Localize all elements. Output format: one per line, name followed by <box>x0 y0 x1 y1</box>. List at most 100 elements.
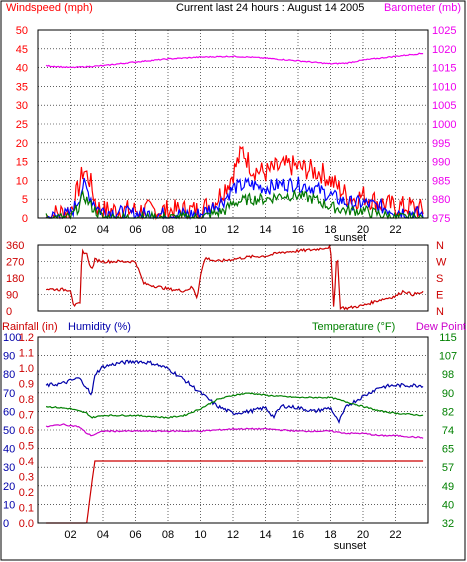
direction-y-tick-label: 90 <box>6 290 18 302</box>
barometer-y-tick-label: 1010 <box>432 81 456 93</box>
barometer-y-tick-label: 1025 <box>432 25 456 37</box>
temperature-y-tick-label: 115 <box>439 332 457 344</box>
wind-y-tick-label: 25 <box>16 119 28 131</box>
climate-x-tick-label: 06 <box>129 529 141 541</box>
rainfall-y-tick-label: 0.7 <box>19 410 34 422</box>
wind-series-barometer <box>46 53 423 67</box>
direction-y-tick-label: 180 <box>6 273 24 285</box>
wind-y-tick-label: 0 <box>22 213 28 225</box>
wind-y-tick-label: 45 <box>16 44 28 56</box>
compass-tick-label: E <box>436 290 443 302</box>
rainfall-y-tick-label: 0.3 <box>19 472 34 484</box>
temperature-y-tick-label: 90 <box>442 388 454 400</box>
direction-y-tick-label: 0 <box>6 306 12 318</box>
wind-y-tick-label: 30 <box>16 100 28 112</box>
compass-tick-label: N <box>436 306 444 318</box>
sunset-label: sunset <box>334 232 366 244</box>
compass-tick-label: W <box>436 257 447 269</box>
temperature-y-tick-label: 74 <box>442 425 454 437</box>
wind-y-tick-label: 35 <box>16 81 28 93</box>
climate-x-tick-label: 14 <box>259 529 271 541</box>
rainfall-y-tick-label: 0.6 <box>19 425 34 437</box>
wind-x-tick-label: 06 <box>129 224 141 236</box>
wind-x-tick-label: 12 <box>227 224 239 236</box>
climate-x-tick-label: 04 <box>97 529 109 541</box>
temperature-y-tick-label: 82 <box>442 406 454 418</box>
humidity-y-tick-label: 70 <box>3 388 15 400</box>
wind-series-wind_min <box>46 190 423 218</box>
wind-y-tick-label: 40 <box>16 63 28 75</box>
climate-x-tick-label: 12 <box>227 529 239 541</box>
barometer-y-tick-label: 995 <box>432 138 450 150</box>
temperature-y-tick-label: 49 <box>442 481 454 493</box>
temperature-y-tick-label: 32 <box>442 518 454 530</box>
temperature-y-tick-label: 65 <box>442 444 454 456</box>
wind-y-tick-label: 50 <box>16 25 28 37</box>
rainfall-y-tick-label: 1.0 <box>19 363 34 375</box>
barometer-y-tick-label: 1020 <box>432 44 456 56</box>
climate-series-rainfall <box>46 461 423 523</box>
humidity-y-tick-label: 0 <box>3 518 9 530</box>
wind-series-wind_avg <box>46 177 423 218</box>
climate-x-tick-label: 16 <box>292 529 304 541</box>
temperature-y-tick-label: 57 <box>442 462 454 474</box>
compass-tick-label: N <box>436 240 444 252</box>
wind-x-tick-label: 10 <box>194 224 206 236</box>
barometer-y-tick-label: 985 <box>432 175 450 187</box>
rainfall-y-tick-label: 0.8 <box>19 394 34 406</box>
temperature-y-tick-label: 107 <box>439 351 457 363</box>
direction-y-tick-label: 270 <box>6 257 24 269</box>
sunset-label: sunset <box>334 540 366 552</box>
rainfall-y-tick-label: 1.2 <box>19 332 34 344</box>
barometer-y-tick-label: 990 <box>432 157 450 169</box>
temperature-label: Temperature (°F) <box>312 321 395 333</box>
rainfall-y-tick-label: 1.1 <box>19 348 34 360</box>
temperature-y-tick-label: 40 <box>442 499 454 511</box>
humidity-y-tick-label: 10 <box>3 499 15 511</box>
rainfall-y-tick-label: 0.0 <box>19 518 34 530</box>
humidity-y-tick-label: 30 <box>3 462 15 474</box>
rainfall-y-tick-label: 0.9 <box>19 379 34 391</box>
climate-x-tick-label: 02 <box>64 529 76 541</box>
humidity-y-tick-label: 60 <box>3 406 15 418</box>
climate-series-humidity <box>46 360 423 422</box>
wind-panel-right-label: Barometer (mb) <box>384 2 461 14</box>
wind-x-tick-label: 16 <box>292 224 304 236</box>
rainfall-y-tick-label: 0.5 <box>19 441 34 453</box>
chart-title: Current last 24 hours : August 14 2005 <box>176 2 364 14</box>
wind-x-tick-label: 14 <box>259 224 271 236</box>
humidity-y-tick-label: 40 <box>3 444 15 456</box>
wind-y-tick-label: 15 <box>16 157 28 169</box>
rainfall-y-tick-label: 0.2 <box>19 487 34 499</box>
direction-series <box>46 246 423 309</box>
climate-x-tick-label: 22 <box>389 529 401 541</box>
wind-panel-left-label: Windspeed (mph) <box>6 2 93 14</box>
barometer-y-tick-label: 1000 <box>432 119 456 131</box>
wind-y-tick-label: 10 <box>16 175 28 187</box>
wind-y-tick-label: 5 <box>22 194 28 206</box>
rainfall-y-tick-label: 0.1 <box>19 503 34 515</box>
barometer-y-tick-label: 980 <box>432 194 450 206</box>
wind-x-tick-label: 22 <box>389 224 401 236</box>
temperature-y-tick-label: 98 <box>442 369 454 381</box>
climate-x-tick-label: 10 <box>194 529 206 541</box>
climate-x-tick-label: 08 <box>162 529 174 541</box>
humidity-y-tick-label: 80 <box>3 369 15 381</box>
wind-y-tick-label: 20 <box>16 138 28 150</box>
barometer-y-tick-label: 1015 <box>432 63 456 75</box>
barometer-y-tick-label: 975 <box>432 213 450 225</box>
climate-series-dew_point <box>46 424 423 439</box>
direction-y-tick-label: 360 <box>6 240 24 252</box>
humidity-y-tick-label: 20 <box>3 481 15 493</box>
barometer-y-tick-label: 1005 <box>432 100 456 112</box>
humidity-label: Humidity (%) <box>68 321 131 333</box>
wind-x-tick-label: 08 <box>162 224 174 236</box>
wind-x-tick-label: 02 <box>64 224 76 236</box>
compass-tick-label: S <box>436 273 443 285</box>
humidity-y-tick-label: 50 <box>3 425 15 437</box>
humidity-y-tick-label: 90 <box>3 351 15 363</box>
wind-series-wind_speed <box>46 147 423 218</box>
rainfall-y-tick-label: 0.4 <box>19 456 34 468</box>
wind-x-tick-label: 04 <box>97 224 109 236</box>
